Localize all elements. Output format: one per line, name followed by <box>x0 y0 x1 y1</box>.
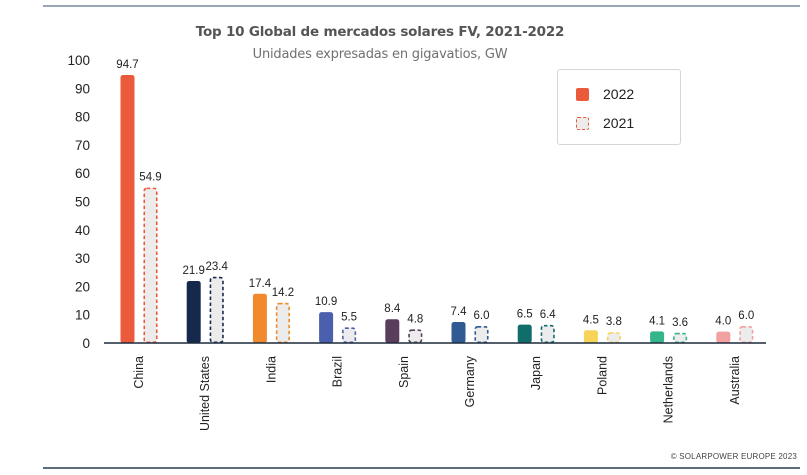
bar-2021-poland <box>606 332 621 344</box>
bar-2022-india <box>252 293 267 343</box>
bar-2021-germany <box>474 325 489 344</box>
bar-label-2022: 6.5 <box>517 309 533 321</box>
bar-2022-poland <box>583 330 598 343</box>
legend-item-2022[interactable]: 2022 <box>576 86 634 102</box>
y-tick-label: 100 <box>67 53 90 68</box>
bar-2022-brazil <box>319 312 334 343</box>
bar-label-2021: 3.6 <box>672 317 688 329</box>
x-tick-label: Netherlands <box>662 356 676 423</box>
x-axis: China United States India Brazil Spain German… <box>132 355 742 431</box>
bar-label-2021: 5.5 <box>341 311 357 323</box>
bar-label-2021: 3.8 <box>606 316 622 328</box>
y-tick-label: 0 <box>82 336 90 351</box>
bar-2021-china <box>143 187 158 344</box>
bar-2022-japan <box>517 324 532 343</box>
bar-label-2022: 4.5 <box>583 314 599 326</box>
bar-2022-spain <box>385 319 400 343</box>
bar-label-2021: 6.0 <box>738 310 754 322</box>
bar-label-2021: 4.8 <box>407 313 423 325</box>
bar-label-2021: 54.9 <box>139 172 161 184</box>
x-tick-label: Japan <box>529 356 543 390</box>
bar-label-2022: 7.4 <box>451 306 468 318</box>
bar-2021-japan <box>540 324 555 344</box>
y-tick-label: 10 <box>75 308 90 323</box>
y-tick-label: 80 <box>75 110 90 125</box>
bar-label-2022: 94.7 <box>116 59 138 71</box>
x-tick-label: Australia <box>728 356 742 405</box>
x-tick-label: Brazil <box>331 356 345 387</box>
bar-2022-united-states <box>186 281 201 343</box>
legend-swatch-solid-icon <box>576 87 589 101</box>
y-axis: 0 10 20 30 40 50 60 70 80 90 100 <box>67 53 90 351</box>
legend-label: 2022 <box>603 86 635 102</box>
chart-title: Top 10 Global de mercados solares FV, 20… <box>195 24 565 40</box>
bar-2021-united-states <box>209 276 224 344</box>
copyright-credit: © SOLARPOWER EUROPE 2023 <box>670 452 797 461</box>
bar-2021-spain <box>408 329 423 344</box>
bar-label-2022: 4.0 <box>715 316 731 328</box>
bar-2022-australia <box>716 331 731 343</box>
bar-value-labels: 94.7 54.9 21.9 23.4 17.414.2 10.9 5.5 8.4 4.8 7.4… <box>116 59 754 329</box>
y-tick-label: 20 <box>75 279 90 294</box>
bar-2021-australia <box>739 325 754 344</box>
x-tick-label: United States <box>198 356 212 431</box>
bar-2022-china <box>120 74 135 344</box>
bar-2021-netherlands <box>673 332 688 344</box>
y-tick-label: 50 <box>75 195 90 210</box>
bar-2022-germany <box>451 322 466 343</box>
legend-swatch-dashed-icon <box>576 116 589 130</box>
legend-label: 2021 <box>603 115 635 131</box>
y-tick-label: 30 <box>75 251 90 266</box>
bar-label-2022: 17.4 <box>249 278 272 290</box>
bottom-rule <box>43 467 800 469</box>
legend: 2022 2021 <box>557 69 681 145</box>
y-tick-label: 70 <box>75 138 90 153</box>
y-tick-label: 60 <box>75 166 90 181</box>
bar-2021-brazil <box>342 327 357 344</box>
top-rule <box>43 5 800 7</box>
bar-label-2021: 6.0 <box>474 310 490 322</box>
chart-subtitle: Unidades expresadas en gigavatios, GW <box>252 47 508 62</box>
bar-label-2021: 23.4 <box>206 261 229 273</box>
legend-item-2021[interactable]: 2021 <box>576 115 634 131</box>
bar-label-2021: 14.2 <box>272 287 294 299</box>
x-tick-label: Poland <box>595 356 609 395</box>
bar-label-2022: 8.4 <box>384 303 401 315</box>
y-tick-label: 40 <box>75 223 90 238</box>
bar-2021-india <box>275 302 290 344</box>
x-tick-label: Spain <box>397 356 411 388</box>
x-tick-label: Germany <box>463 355 477 407</box>
bar-label-2022: 21.9 <box>183 265 205 277</box>
y-tick-label: 90 <box>75 81 90 96</box>
x-tick-label: China <box>132 356 146 389</box>
bar-label-2021: 6.4 <box>540 309 557 321</box>
bar-label-2022: 10.9 <box>315 296 337 308</box>
bar-label-2022: 4.1 <box>649 315 665 327</box>
x-tick-label: India <box>264 356 278 383</box>
bar-2022-netherlands <box>650 331 665 343</box>
